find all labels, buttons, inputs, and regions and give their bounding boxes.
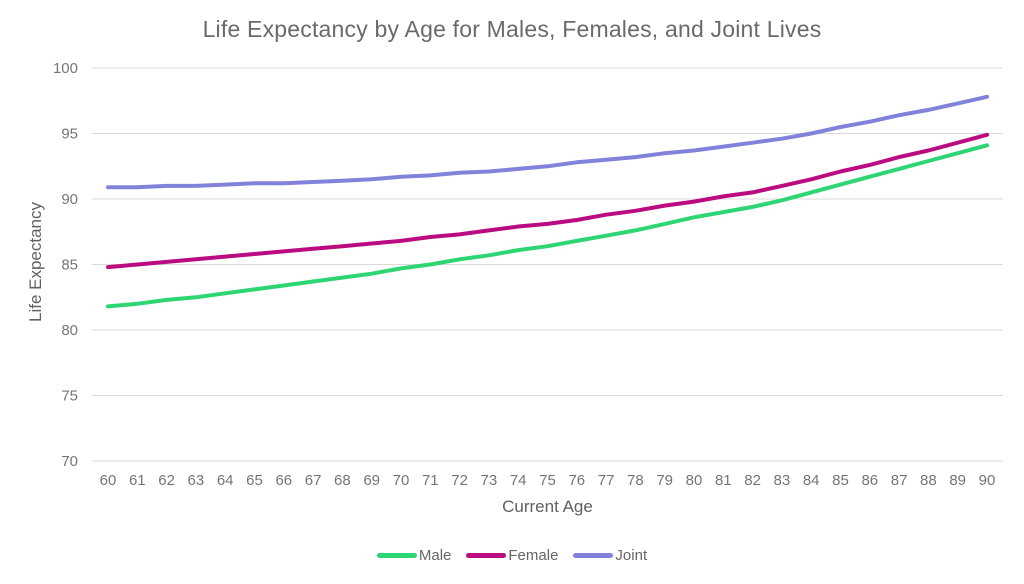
legend-item-joint: Joint (573, 547, 647, 564)
male-line-swatch (376, 553, 417, 558)
joint-line-swatch (573, 553, 614, 558)
chart-title: Life Expectancy by Age for Males, Female… (202, 16, 822, 42)
y-tick-label: 95 (61, 126, 78, 143)
x-tick-label: 63 (188, 472, 205, 489)
x-tick-label: 88 (920, 472, 937, 489)
y-tick-label: 70 (61, 453, 78, 470)
x-tick-label: 85 (832, 472, 849, 489)
y-tick-label: 85 (61, 257, 78, 274)
x-tick-label: 66 (275, 472, 292, 489)
x-tick-label: 65 (246, 472, 263, 489)
x-tick-label: 62 (158, 472, 175, 489)
x-tick-label: 60 (100, 472, 117, 489)
x-tick-label: 76 (568, 472, 585, 489)
x-tick-label: 86 (861, 472, 878, 489)
legend-label-male: Male (418, 547, 452, 564)
x-tick-label: 68 (334, 472, 351, 489)
x-tick-labels: 60 61 62 63 64 65 66 67 68 69 70 71 72 73 74 75 76 77 78 79… (100, 472, 996, 489)
gridlines (92, 67, 1003, 462)
x-tick-label: 87 (891, 472, 908, 489)
x-axis-title: Current Age (502, 497, 593, 516)
x-tick-label: 70 (393, 472, 410, 489)
legend: Male Female Joint (0, 547, 1024, 564)
x-tick-label: 84 (803, 472, 820, 489)
x-tick-label: 77 (598, 472, 615, 489)
y-tick-label: 90 (61, 191, 78, 208)
x-tick-label: 69 (363, 472, 380, 489)
x-tick-label: 80 (686, 472, 703, 489)
x-tick-label: 79 (656, 472, 673, 489)
y-tick-label: 75 (61, 388, 78, 405)
legend-label-joint: Joint (615, 547, 648, 564)
female-line (106, 132, 989, 270)
y-tick-label: 100 (53, 60, 78, 77)
x-tick-label: 89 (949, 472, 966, 489)
x-tick-label: 64 (217, 472, 234, 489)
x-tick-label: 74 (510, 472, 527, 489)
x-tick-label: 61 (129, 472, 146, 489)
female-line-swatch (466, 553, 507, 558)
male-line (106, 143, 989, 309)
legend-item-female: Female (466, 547, 558, 564)
legend-item-male: Male (376, 547, 452, 564)
x-tick-label: 71 (422, 472, 439, 489)
y-tick-labels: 70 75 80 85 90 95 100 (53, 60, 78, 470)
joint-line (106, 94, 989, 190)
y-tick-label: 80 (61, 322, 78, 339)
y-axis-title: Life Expectancy (26, 201, 45, 323)
x-tick-label: 67 (305, 472, 322, 489)
x-tick-label: 82 (744, 472, 761, 489)
x-tick-label: 75 (539, 472, 556, 489)
legend-label-female: Female (508, 547, 559, 564)
x-tick-label: 72 (451, 472, 468, 489)
x-tick-label: 81 (715, 472, 732, 489)
x-tick-label: 83 (774, 472, 791, 489)
x-tick-label: 78 (627, 472, 644, 489)
x-tick-label: 73 (481, 472, 498, 489)
x-tick-label: 90 (979, 472, 996, 489)
